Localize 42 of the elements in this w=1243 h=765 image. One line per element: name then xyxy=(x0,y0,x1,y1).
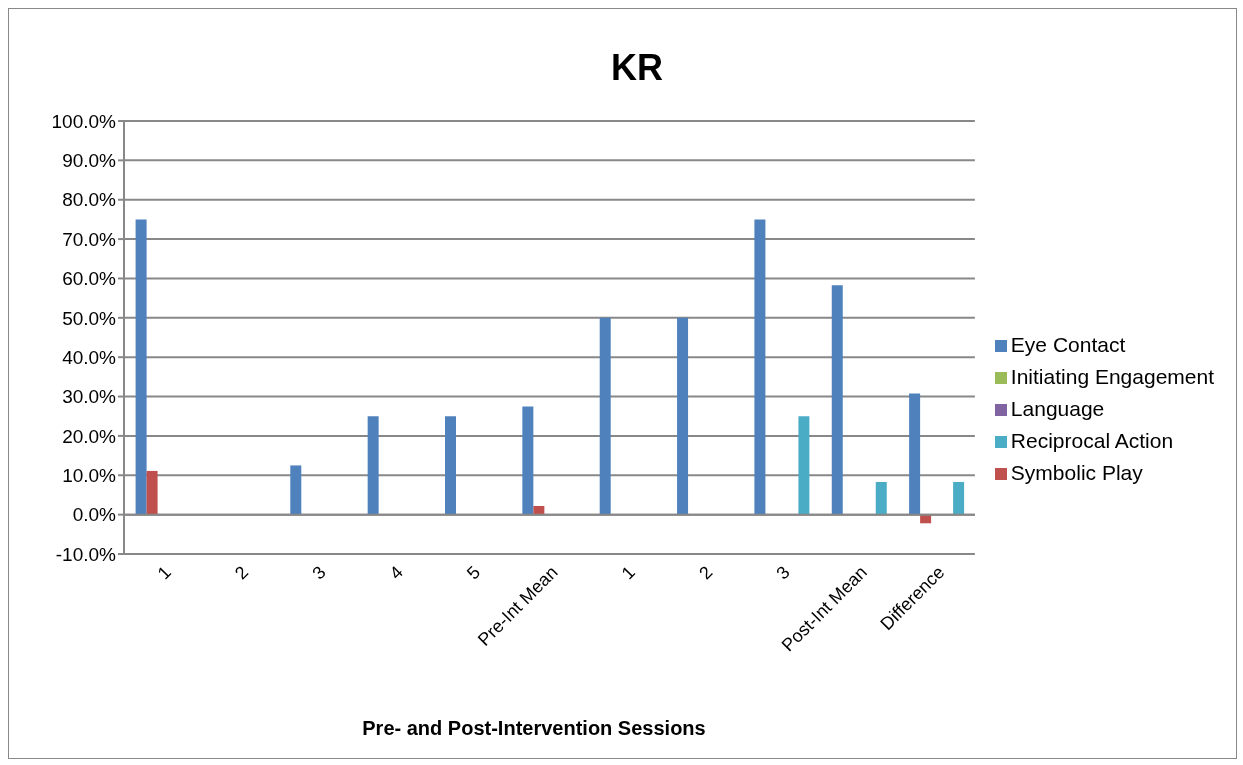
bar xyxy=(798,416,810,515)
y-tick-label: 100.0% xyxy=(51,110,117,132)
y-tick-label: 60.0% xyxy=(62,268,117,290)
bar xyxy=(533,505,545,515)
y-tick-label: 40.0% xyxy=(62,346,117,368)
legend-label: Eye Contact xyxy=(1010,333,1126,356)
x-tick-label: 3 xyxy=(308,562,330,584)
chart-title: KR xyxy=(610,47,664,89)
bar xyxy=(909,393,921,515)
y-tick-label: 0.0% xyxy=(72,504,117,526)
x-tick-label: 2 xyxy=(230,562,253,584)
bar xyxy=(754,219,766,515)
bar xyxy=(599,317,611,515)
bar xyxy=(677,317,689,515)
bar xyxy=(522,406,534,515)
y-tick-label: 10.0% xyxy=(62,465,117,487)
bar xyxy=(831,285,843,515)
bar xyxy=(953,481,965,515)
bar xyxy=(367,416,379,515)
y-tick-label: 50.0% xyxy=(62,307,117,329)
y-tick-label: 20.0% xyxy=(62,425,117,447)
bar xyxy=(290,465,302,515)
bar xyxy=(445,416,457,515)
x-tick-label: 4 xyxy=(385,562,407,584)
bar xyxy=(135,219,147,515)
bar xyxy=(146,470,158,515)
legend-label: Symbolic Play xyxy=(1010,461,1143,484)
bar xyxy=(875,481,887,515)
legend-label: Language xyxy=(1010,397,1105,420)
y-tick-label: 70.0% xyxy=(62,228,117,250)
y-tick-label: -10.0% xyxy=(55,543,117,565)
y-tick-label: 30.0% xyxy=(62,386,117,408)
x-tick-label: 1 xyxy=(153,562,175,584)
legend-label: Initiating Engagement xyxy=(1010,365,1214,388)
x-tick-label: 3 xyxy=(772,562,794,584)
x-tick-label: 1 xyxy=(617,562,639,584)
x-tick-label: 2 xyxy=(695,562,717,584)
x-tick-label: 5 xyxy=(463,562,485,584)
y-tick-label: 80.0% xyxy=(62,189,117,211)
legend-label: Reciprocal Action xyxy=(1010,429,1174,452)
y-tick-label: 90.0% xyxy=(62,150,117,172)
x-axis-title: Pre- and Post-Intervention Sessions xyxy=(361,717,707,740)
